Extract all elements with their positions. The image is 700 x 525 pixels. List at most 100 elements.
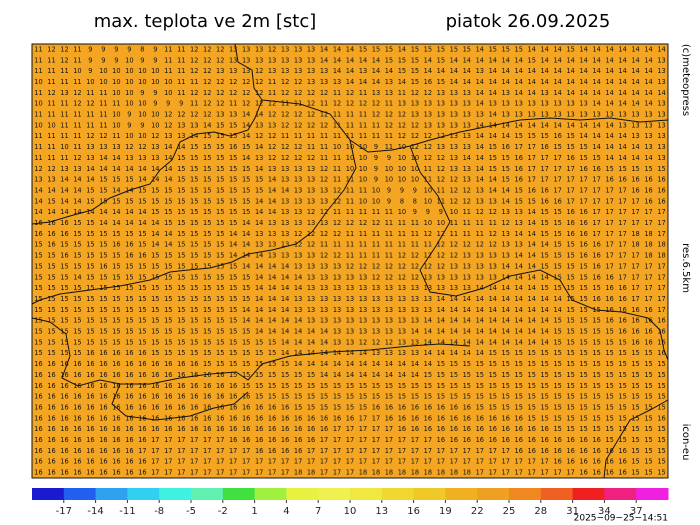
grid-value: 14 bbox=[644, 89, 652, 97]
grid-value: 14 bbox=[398, 45, 406, 53]
grid-value: 13 bbox=[359, 67, 367, 75]
grid-value: 12 bbox=[359, 219, 367, 227]
grid-value: 13 bbox=[73, 165, 81, 173]
grid-value: 11 bbox=[372, 252, 380, 260]
grid-value: 15 bbox=[437, 78, 445, 86]
grid-value: 13 bbox=[229, 45, 237, 53]
grid-value: 14 bbox=[489, 295, 497, 303]
grid-value: 12 bbox=[424, 89, 432, 97]
grid-value: 15 bbox=[515, 371, 523, 379]
grid-value: 16 bbox=[579, 252, 587, 260]
grid-value: 13 bbox=[385, 295, 393, 303]
grid-value: 15 bbox=[73, 328, 81, 336]
grid-value: 17 bbox=[216, 469, 224, 477]
grid-value: 15 bbox=[164, 306, 172, 314]
grid-value: 16 bbox=[605, 469, 613, 477]
grid-value: 16 bbox=[579, 458, 587, 466]
grid-value: 16 bbox=[579, 447, 587, 455]
grid-value: 15 bbox=[229, 338, 237, 346]
grid-value: 11 bbox=[359, 186, 367, 194]
grid-value: 15 bbox=[255, 393, 263, 401]
grid-value: 14 bbox=[502, 295, 510, 303]
colorbar-label: -14 bbox=[87, 506, 103, 517]
grid-value: 15 bbox=[515, 197, 523, 205]
grid-value: 17 bbox=[553, 469, 561, 477]
grid-value: 17 bbox=[644, 208, 652, 216]
grid-value: 14 bbox=[618, 67, 626, 75]
grid-value: 11 bbox=[86, 89, 94, 97]
grid-value: 13 bbox=[476, 111, 484, 119]
grid-value: 13 bbox=[515, 241, 523, 249]
grid-value: 14 bbox=[579, 56, 587, 64]
grid-value: 16 bbox=[125, 252, 133, 260]
grid-value: 11 bbox=[73, 121, 81, 129]
grid-value: 12 bbox=[190, 89, 198, 97]
grid-value: 13 bbox=[268, 165, 276, 173]
grid-value: 16 bbox=[86, 393, 94, 401]
grid-value: 17 bbox=[385, 425, 393, 433]
grid-value: 11 bbox=[34, 154, 42, 162]
grid-value: 15 bbox=[255, 382, 263, 390]
grid-value: 11 bbox=[307, 132, 315, 140]
grid-value: 16 bbox=[540, 447, 548, 455]
grid-value: 15 bbox=[618, 393, 626, 401]
grid-value: 11 bbox=[463, 230, 471, 238]
grid-value: 15 bbox=[631, 165, 639, 173]
grid-value: 15 bbox=[631, 371, 639, 379]
grid-value: 13 bbox=[437, 121, 445, 129]
grid-value: 10 bbox=[125, 89, 133, 97]
grid-value: 11 bbox=[60, 67, 68, 75]
grid-value: 15 bbox=[489, 165, 497, 173]
grid-value: 13 bbox=[320, 197, 328, 205]
grid-value: 15 bbox=[86, 328, 94, 336]
grid-value: 17 bbox=[657, 273, 665, 281]
grid-value: 15 bbox=[151, 208, 159, 216]
grid-value: 15 bbox=[242, 186, 250, 194]
grid-value: 11 bbox=[320, 143, 328, 151]
grid-value: 13 bbox=[385, 89, 393, 97]
grid-value: 18 bbox=[437, 469, 445, 477]
grid-value: 15 bbox=[579, 414, 587, 422]
grid-value: 13 bbox=[437, 273, 445, 281]
grid-value: 14 bbox=[411, 328, 419, 336]
grid-value: 17 bbox=[657, 208, 665, 216]
grid-value: 16 bbox=[307, 414, 315, 422]
grid-value: 15 bbox=[566, 403, 574, 411]
grid-value: 14 bbox=[164, 165, 172, 173]
grid-value: 10 bbox=[333, 143, 341, 151]
grid-value: 14 bbox=[502, 306, 510, 314]
grid-value: 15 bbox=[255, 176, 263, 184]
grid-value: 15 bbox=[203, 262, 211, 270]
grid-value: 15 bbox=[164, 295, 172, 303]
grid-value: 16 bbox=[47, 458, 55, 466]
grid-value: 15 bbox=[151, 328, 159, 336]
grid-value: 16 bbox=[424, 425, 432, 433]
grid-value: 10 bbox=[34, 121, 42, 129]
grid-value: 15 bbox=[592, 328, 600, 336]
grid-value: 15 bbox=[579, 403, 587, 411]
grid-value: 14 bbox=[476, 78, 484, 86]
grid-value: 13 bbox=[307, 78, 315, 86]
grid-value: 13 bbox=[294, 295, 302, 303]
grid-value: 13 bbox=[307, 45, 315, 53]
grid-value: 14 bbox=[242, 306, 250, 314]
grid-value: 16 bbox=[424, 414, 432, 422]
grid-value: 15 bbox=[644, 349, 652, 357]
grid-value: 12 bbox=[216, 56, 224, 64]
grid-value: 13 bbox=[216, 67, 224, 75]
grid-value: 11 bbox=[99, 89, 107, 97]
grid-value: 17 bbox=[540, 165, 548, 173]
grid-value: 16 bbox=[268, 425, 276, 433]
grid-value: 15 bbox=[177, 273, 185, 281]
grid-value: 14 bbox=[540, 295, 548, 303]
grid-value: 12 bbox=[203, 56, 211, 64]
grid-value: 10 bbox=[138, 78, 146, 86]
grid-value: 13 bbox=[333, 273, 341, 281]
grid-value: 17 bbox=[528, 458, 536, 466]
grid-value: 12 bbox=[190, 56, 198, 64]
grid-value: 16 bbox=[216, 382, 224, 390]
grid-value: 12 bbox=[320, 252, 328, 260]
grid-value: 15 bbox=[190, 273, 198, 281]
grid-value: 11 bbox=[463, 219, 471, 227]
grid-value: 16 bbox=[579, 469, 587, 477]
